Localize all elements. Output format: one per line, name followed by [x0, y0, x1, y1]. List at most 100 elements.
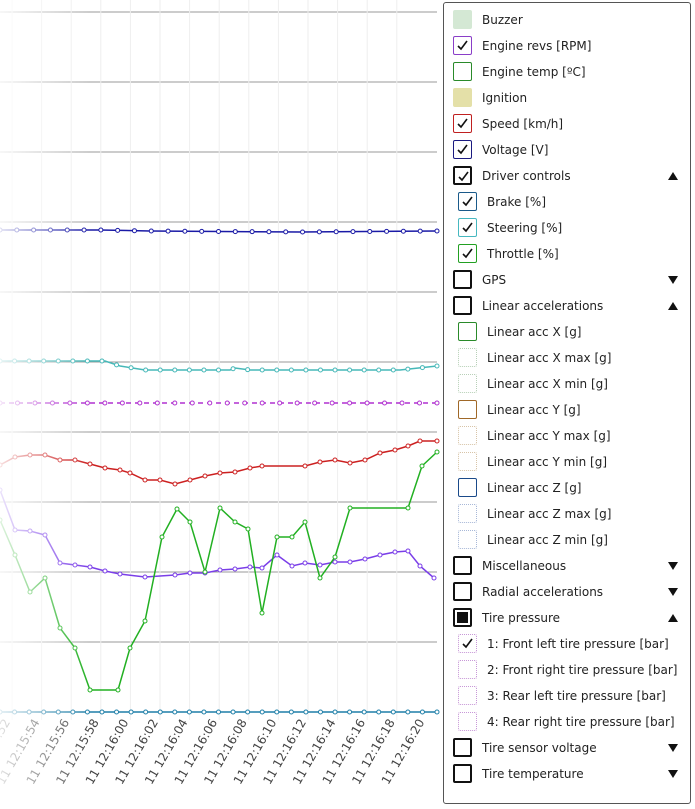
- legend-item[interactable]: Miscellaneous: [444, 554, 690, 578]
- collapse-arrow[interactable]: [668, 614, 678, 622]
- legend-label: Voltage [V]: [482, 143, 549, 157]
- legend-item[interactable]: Linear acc X max [g]: [444, 346, 690, 370]
- check-stroke: [462, 638, 473, 649]
- collapse-arrow[interactable]: [668, 302, 678, 310]
- checkbox[interactable]: [453, 270, 472, 289]
- legend-item[interactable]: Linear acc Z [g]: [444, 476, 690, 500]
- expand-arrow[interactable]: [668, 562, 678, 570]
- series-point: [230, 709, 236, 715]
- legend-item[interactable]: 1: Front left tire pressure [bar]: [444, 632, 690, 656]
- legend-item[interactable]: Linear acc Y [g]: [444, 398, 690, 422]
- expand-arrow[interactable]: [668, 744, 678, 752]
- checkbox[interactable]: [458, 244, 477, 263]
- series-point: [417, 400, 423, 406]
- legend-label: Linear acc X max [g]: [487, 351, 612, 365]
- legend-item[interactable]: Tire pressure: [444, 606, 690, 630]
- legend-item[interactable]: Steering [%]: [444, 216, 690, 240]
- legend-item[interactable]: 4: Rear right tire pressure [bar]: [444, 710, 690, 734]
- series-point: [266, 229, 272, 235]
- checkbox[interactable]: [453, 36, 472, 55]
- legend-item[interactable]: Brake [%]: [444, 190, 690, 214]
- series-point: [367, 228, 373, 234]
- legend-item[interactable]: Ignition: [444, 86, 690, 110]
- series-point: [187, 570, 193, 576]
- expand-arrow[interactable]: [668, 588, 678, 596]
- series-point: [189, 400, 195, 406]
- checkbox[interactable]: [458, 634, 477, 653]
- legend-item[interactable]: Throttle [%]: [444, 242, 690, 266]
- legend-item[interactable]: Linear acc X min [g]: [444, 372, 690, 396]
- checkbox[interactable]: [453, 296, 472, 315]
- checkbox[interactable]: [453, 88, 472, 107]
- legend-label: Linear acc X [g]: [487, 325, 582, 339]
- legend-item[interactable]: Driver controls: [444, 164, 690, 188]
- checkbox[interactable]: [458, 686, 477, 705]
- fade-overlay: [0, 0, 90, 809]
- checkbox[interactable]: [458, 348, 477, 367]
- series-point: [259, 463, 265, 469]
- series-point: [419, 709, 425, 715]
- checkbox[interactable]: [453, 166, 472, 185]
- legend-item[interactable]: Buzzer: [444, 8, 690, 32]
- check-mark: [457, 118, 468, 129]
- series-point: [217, 505, 223, 511]
- series-point: [361, 709, 367, 715]
- legend-label: Tire pressure: [482, 611, 560, 625]
- series-point: [274, 367, 280, 373]
- expand-arrow[interactable]: [668, 770, 678, 778]
- legend-item[interactable]: Tire temperature: [444, 762, 690, 786]
- legend-label: Linear acc Z min [g]: [487, 533, 608, 547]
- series-point: [102, 400, 108, 406]
- legend-label: Engine revs [RPM]: [482, 39, 592, 53]
- legend-item[interactable]: Tire sensor voltage: [444, 736, 690, 760]
- checkbox[interactable]: [453, 114, 472, 133]
- series-point: [332, 367, 338, 373]
- checkbox[interactable]: [458, 530, 477, 549]
- legend-item[interactable]: Voltage [V]: [444, 138, 690, 162]
- legend-item[interactable]: Linear acc Z max [g]: [444, 502, 690, 526]
- checkbox[interactable]: [458, 192, 477, 211]
- checkbox[interactable]: [458, 400, 477, 419]
- checkbox[interactable]: [453, 738, 472, 757]
- legend-item[interactable]: Speed [km/h]: [444, 112, 690, 136]
- series-point: [384, 228, 390, 234]
- legend-item[interactable]: Engine temp [ºC]: [444, 60, 690, 84]
- checkbox[interactable]: [453, 608, 472, 627]
- legend-item[interactable]: Linear acc Z min [g]: [444, 528, 690, 552]
- series-point: [434, 363, 440, 369]
- checkbox[interactable]: [458, 660, 477, 679]
- legend-item[interactable]: Linear acc Y min [g]: [444, 450, 690, 474]
- collapse-arrow[interactable]: [668, 172, 678, 180]
- checkbox[interactable]: [453, 140, 472, 159]
- checkbox[interactable]: [458, 322, 477, 341]
- legend-label: Miscellaneous: [482, 559, 567, 573]
- checkbox[interactable]: [453, 582, 472, 601]
- legend-item[interactable]: Linear acc Y max [g]: [444, 424, 690, 448]
- series-point: [157, 477, 163, 483]
- checkbox[interactable]: [458, 218, 477, 237]
- legend-item[interactable]: Radial accelerations: [444, 580, 690, 604]
- legend-item[interactable]: Linear acc X [g]: [444, 320, 690, 344]
- checkbox[interactable]: [458, 452, 477, 471]
- check-stroke: [458, 171, 469, 182]
- checkbox[interactable]: [453, 62, 472, 81]
- checkbox[interactable]: [453, 764, 472, 783]
- checkbox[interactable]: [458, 712, 477, 731]
- legend-item[interactable]: GPS: [444, 268, 690, 292]
- legend-item[interactable]: 2: Front right tire pressure [bar]: [444, 658, 690, 682]
- checkbox[interactable]: [458, 374, 477, 393]
- checkbox[interactable]: [458, 478, 477, 497]
- legend-item[interactable]: Engine revs [RPM]: [444, 34, 690, 58]
- series-point: [249, 229, 255, 235]
- check-mark: [457, 40, 468, 51]
- checkbox[interactable]: [453, 10, 472, 29]
- legend-item[interactable]: 3: Rear left tire pressure [bar]: [444, 684, 690, 708]
- expand-arrow[interactable]: [668, 276, 678, 284]
- series-point: [174, 506, 180, 512]
- checkbox[interactable]: [458, 504, 477, 523]
- series-point: [172, 367, 178, 373]
- legend-label: 1: Front left tire pressure [bar]: [487, 637, 669, 651]
- legend-item[interactable]: Linear accelerations: [444, 294, 690, 318]
- checkbox[interactable]: [458, 426, 477, 445]
- checkbox[interactable]: [453, 556, 472, 575]
